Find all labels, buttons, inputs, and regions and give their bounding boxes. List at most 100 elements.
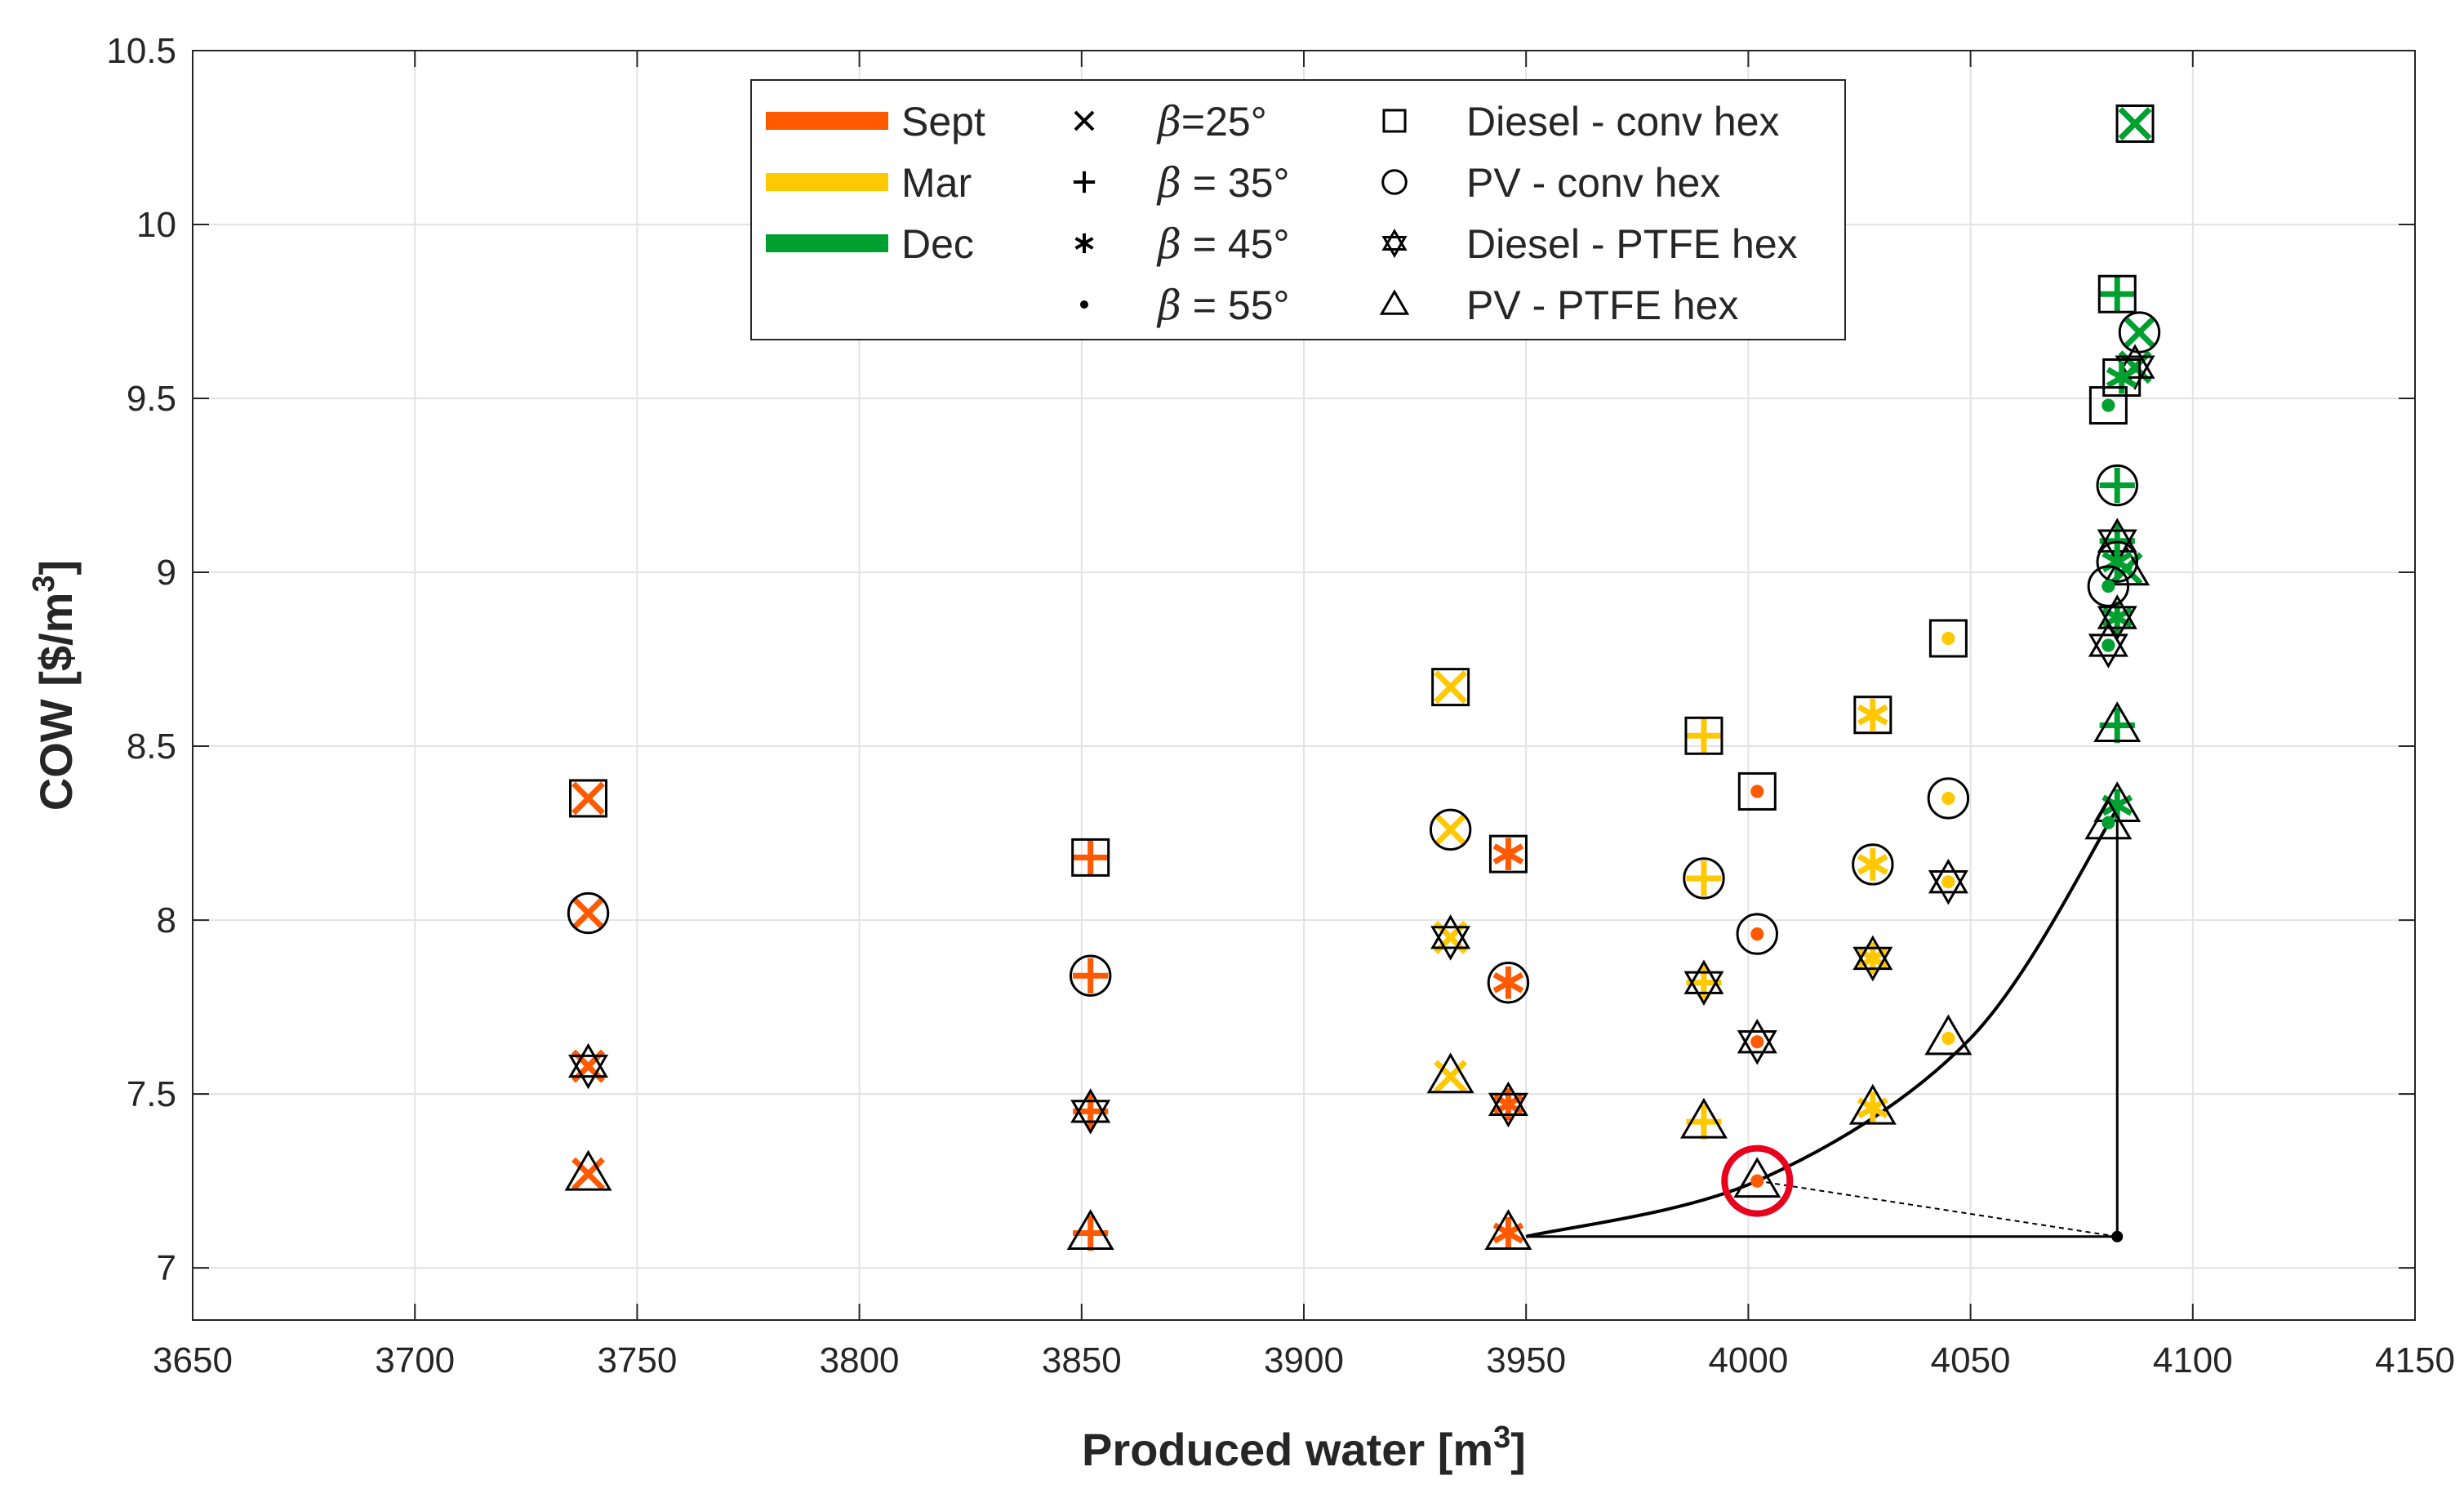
circle-marker [1736, 913, 1778, 955]
data-point [1487, 962, 1530, 1004]
beta-symbol: β [1156, 159, 1181, 207]
data-point [1852, 843, 1894, 886]
data-point [567, 891, 610, 935]
triangle-marker [1066, 1209, 1114, 1251]
data-point [1928, 619, 1968, 658]
hexagram-marker [2088, 622, 2128, 657]
x-marker [2122, 315, 2156, 349]
data-point [564, 1149, 612, 1191]
asterisk-marker [1074, 237, 1094, 250]
y-tick-label: 10 [136, 205, 176, 245]
dot-marker [1941, 631, 1955, 646]
data-point [1488, 1081, 1528, 1128]
data-point [1679, 1097, 1728, 1140]
hexagram-marker [1381, 236, 1408, 258]
data-point [1484, 1209, 1532, 1251]
triangle-marker [1426, 1052, 1474, 1094]
data-point [1736, 913, 1778, 955]
hexagram-marker [1488, 1081, 1528, 1117]
data-point [1733, 1157, 1781, 1198]
circle-marker [1381, 169, 1408, 195]
data-point [1928, 858, 1968, 905]
data-point [1848, 1083, 1897, 1125]
dot-marker [2102, 579, 2115, 593]
dot-marker [1941, 1031, 1955, 1046]
triangle-marker [1679, 1097, 1728, 1139]
data-point [1430, 914, 1471, 961]
dot-marker [1750, 1174, 1764, 1188]
x-tick-label: 4100 [2153, 1340, 2233, 1380]
circle-marker [1852, 843, 1894, 886]
circle-marker [2096, 540, 2138, 583]
square-marker [1684, 716, 1723, 755]
beta-value: =25° [1181, 99, 1267, 144]
legend-beta-label: β = 35° [1156, 159, 1290, 207]
beta-symbol: β [1156, 98, 1181, 145]
legend-month-label: Mar [901, 160, 972, 206]
data-point [2096, 464, 2138, 507]
hexagram-marker [568, 1042, 609, 1078]
data-point [1737, 1018, 1777, 1065]
data-points [564, 104, 2161, 1251]
x-tick-label: 3900 [1264, 1340, 1344, 1380]
y-tick-label: 9.5 [127, 379, 176, 419]
legend-beta-marker [1073, 171, 1096, 193]
data-point [1683, 857, 1725, 900]
legend-beta-label: β = 55° [1156, 282, 1290, 329]
legend-config-label: Diesel - PTFE hex [1466, 221, 1798, 267]
triangle-marker [1848, 1083, 1897, 1125]
legend-beta-marker [1080, 300, 1088, 309]
data-point [2115, 104, 2155, 143]
circle-marker [1683, 857, 1725, 900]
square-marker [1853, 696, 1892, 735]
hexagram-marker [1683, 971, 1724, 1007]
data-point [2088, 386, 2128, 425]
circle-marker [1487, 962, 1530, 1004]
beta-value: = 55° [1181, 282, 1290, 328]
dot-marker [1750, 1035, 1764, 1049]
hexagram-marker [1070, 1088, 1111, 1123]
x-marker [572, 1157, 605, 1191]
square-marker [1928, 619, 1968, 658]
x-tick-label: 3800 [820, 1340, 900, 1380]
triangle-marker [2084, 798, 2133, 840]
beta-value: = 45° [1181, 221, 1290, 267]
hexagram-marker [1430, 926, 1471, 961]
square-marker [1737, 771, 1777, 811]
hexagram-marker [2097, 594, 2137, 629]
legend-box [750, 79, 1846, 340]
hexagram-marker [1852, 946, 1893, 982]
hexagram-marker [1430, 914, 1471, 949]
square-marker [1071, 838, 1110, 877]
data-point [2087, 565, 2130, 607]
y-axis-label: COW [$/m3] [27, 560, 82, 811]
hexagram-marker [1070, 1100, 1111, 1135]
hexagram-marker [1928, 858, 1968, 894]
x-tick-label: 4000 [1708, 1340, 1788, 1380]
legend-config-marker [1381, 169, 1408, 195]
legend-config-marker [1381, 229, 1408, 258]
legend-beta-label: β = 45° [1156, 220, 1290, 268]
data-point [1488, 834, 1528, 873]
circle-marker [567, 891, 610, 935]
asterisk-marker [1857, 704, 1888, 726]
utopia-point [2111, 1230, 2124, 1242]
x-tick-label: 3850 [1042, 1340, 1122, 1380]
triangle-marker [564, 1149, 612, 1191]
y-tick-label: 7.5 [127, 1074, 176, 1114]
dot-marker [1941, 791, 1955, 806]
dot-marker [1941, 875, 1955, 889]
x-marker [572, 781, 605, 816]
legend-config-marker [1379, 289, 1410, 315]
triangle-marker [1484, 1209, 1532, 1251]
dot-marker [2102, 398, 2115, 412]
x-tick-label: 4050 [1931, 1340, 2011, 1380]
legend-config-label: PV - PTFE hex [1466, 282, 1738, 328]
triangle-marker [2093, 701, 2142, 743]
x-marker [1434, 670, 1468, 705]
legend-month-label: Dec [901, 221, 974, 267]
y-tick-label: 8 [157, 900, 176, 940]
x-marker [2118, 106, 2152, 140]
hexagram-marker [1737, 1030, 1777, 1065]
